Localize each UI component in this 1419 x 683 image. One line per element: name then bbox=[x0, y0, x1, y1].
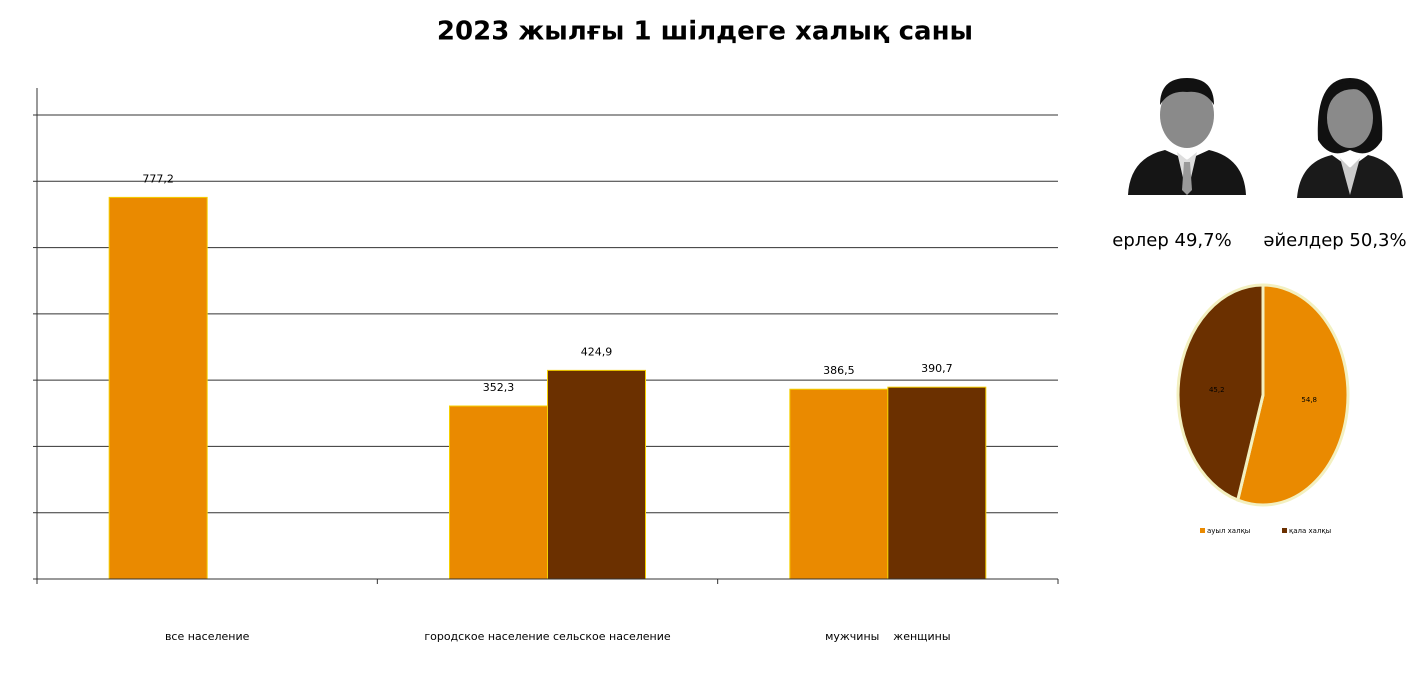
bar bbox=[449, 405, 548, 580]
x-tick-label: все население bbox=[165, 630, 250, 643]
legend-swatch bbox=[1282, 528, 1287, 533]
bar bbox=[547, 369, 646, 580]
x-tick-label: городское население сельское население bbox=[424, 630, 671, 643]
x-tick-label: мужчины женщины bbox=[825, 630, 951, 643]
legend-swatch bbox=[1200, 528, 1205, 533]
bar bbox=[108, 196, 208, 580]
bar bbox=[887, 386, 987, 580]
slice-label: 45,2 bbox=[1209, 386, 1225, 394]
men-share: ерлер 49,7% bbox=[1112, 230, 1231, 251]
chart-title: 2023 жылғы 1 шілдеге халық саны bbox=[437, 17, 973, 47]
legend-label: ауыл халқы bbox=[1207, 527, 1250, 535]
woman-icon bbox=[1297, 78, 1403, 198]
value-label: 386,5 bbox=[823, 364, 855, 377]
women-share: әйелдер 50,3% bbox=[1263, 230, 1406, 251]
value-label: 424,9 bbox=[581, 345, 613, 358]
pie-slice bbox=[1235, 283, 1350, 507]
slice-label: 54,8 bbox=[1301, 396, 1317, 404]
man-icon bbox=[1128, 78, 1246, 195]
legend-label: қала халқы bbox=[1289, 527, 1331, 535]
bar bbox=[789, 388, 889, 580]
value-label: 777,2 bbox=[142, 172, 174, 185]
pie-slice bbox=[1176, 283, 1265, 503]
value-label: 390,7 bbox=[921, 362, 953, 375]
value-label: 352,3 bbox=[483, 381, 515, 394]
